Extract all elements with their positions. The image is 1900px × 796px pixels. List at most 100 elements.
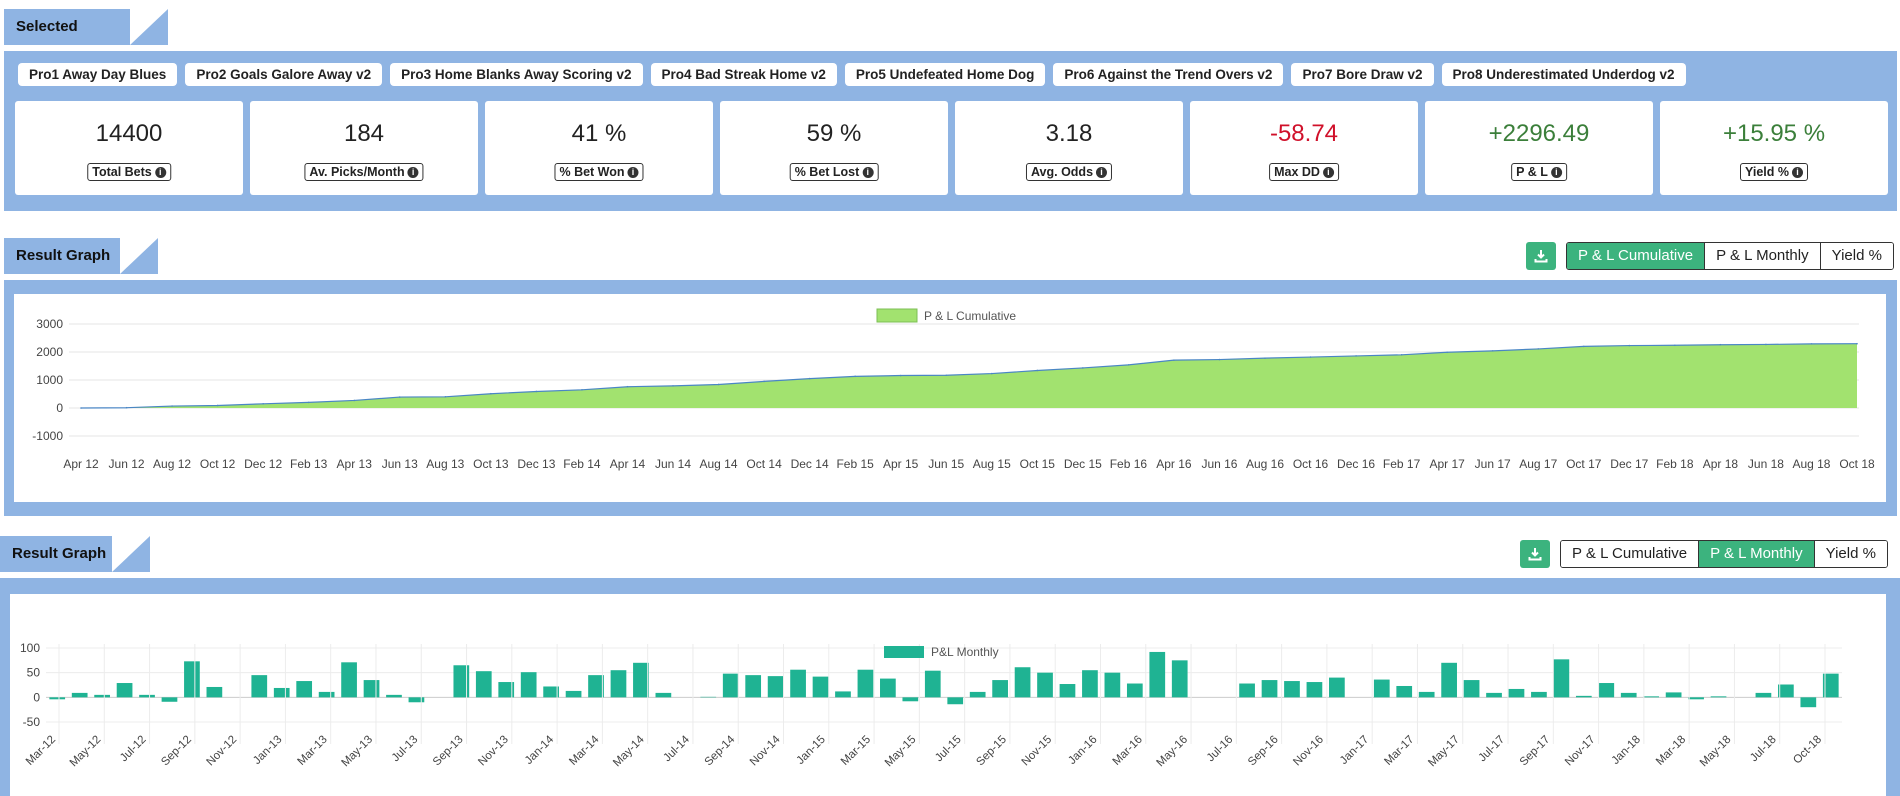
- data-point: [1765, 343, 1767, 346]
- y-tick-label: 1000: [36, 373, 63, 387]
- x-tick-label: May-13: [339, 734, 375, 770]
- y-tick-label: 2000: [36, 345, 63, 359]
- bar: [1620, 692, 1637, 698]
- stat-label[interactable]: % Bet Won i: [554, 163, 644, 181]
- graph1-title: Result Graph: [16, 247, 111, 264]
- info-circle-icon[interactable]: i: [1096, 166, 1108, 178]
- mode-button-pl-monthly[interactable]: P & L Monthly: [1699, 541, 1815, 567]
- graph2-header: Result Graph: [0, 536, 150, 572]
- download-button[interactable]: [1520, 540, 1550, 568]
- data-point: [1674, 344, 1676, 347]
- bar: [1575, 695, 1592, 698]
- info-circle-icon[interactable]: i: [154, 166, 166, 178]
- x-tick-label: Dec 15: [1064, 457, 1102, 471]
- stat-value: +2296.49: [1488, 120, 1590, 147]
- data-point: [581, 389, 583, 391]
- stats-row: 14400 Total Bets i 184 Av. Picks/Month i 4…: [15, 101, 1888, 195]
- strategy-chip[interactable]: Pro8 Underestimated Underdog v2: [1441, 63, 1686, 86]
- bar: [1598, 683, 1615, 698]
- info-circle-icon[interactable]: i: [1322, 166, 1334, 178]
- strategy-chip[interactable]: Pro6 Against the Trend Overs v2: [1053, 63, 1284, 86]
- mode-button-pl-monthly[interactable]: P & L Monthly: [1705, 243, 1821, 269]
- info-circle-icon[interactable]: i: [862, 166, 874, 178]
- bar: [273, 687, 290, 698]
- stat-label[interactable]: % Bet Lost i: [789, 163, 879, 181]
- data-point: [672, 385, 674, 387]
- strategy-chip[interactable]: Pro5 Undefeated Home Dog: [844, 63, 1046, 86]
- y-tick-label: 0: [56, 401, 63, 415]
- x-tick-label: Oct 12: [200, 457, 236, 471]
- strategy-chip[interactable]: Pro7 Bore Draw v2: [1291, 63, 1434, 86]
- stat-label[interactable]: Total Bets i: [87, 163, 171, 181]
- bar: [1014, 667, 1031, 698]
- strategies-panel: Pro1 Away Day Blues Pro2 Goals Galore Aw…: [4, 51, 1897, 211]
- bar: [341, 662, 357, 698]
- legend-label: P&L Monthly: [931, 645, 999, 659]
- mode-button-yield[interactable]: Yield %: [1814, 541, 1887, 567]
- mode-button-pl-cumulative[interactable]: P & L Cumulative: [1567, 243, 1706, 269]
- strategy-chip-list: Pro1 Away Day Blues Pro2 Goals Galore Aw…: [18, 63, 1686, 86]
- data-point: [444, 396, 447, 398]
- strategy-chip[interactable]: Pro1 Away Day Blues: [18, 63, 178, 86]
- x-tick-label: Dec 16: [1337, 457, 1375, 471]
- stat-label-text: P & L: [1516, 165, 1548, 179]
- x-tick-label: Nov-15: [1020, 734, 1055, 769]
- stat-label[interactable]: Yield % i: [1740, 163, 1808, 181]
- x-tick-label: Oct 18: [1839, 457, 1875, 471]
- x-tick-label: Nov-12: [205, 734, 240, 769]
- data-point: [854, 375, 856, 378]
- x-tick-label: Aug 13: [426, 457, 464, 471]
- mode-button-yield[interactable]: Yield %: [1820, 243, 1893, 269]
- bar: [1755, 692, 1772, 698]
- x-tick-label: Oct 13: [473, 457, 509, 471]
- stat-card-bet-lost: 59 % % Bet Lost i: [720, 101, 948, 195]
- chart-canvas: -1000 0 1000 2000 3000 Apr 12 Jun 12 Aug 12 Oct …: [14, 294, 1886, 502]
- x-tick-label: Jan-17: [1338, 734, 1371, 767]
- x-tick-label: Nov-13: [476, 734, 511, 769]
- strategies-header: Selected Strategies:: [4, 9, 168, 71]
- data-point: [1036, 369, 1039, 372]
- x-tick-label: Dec 13: [517, 457, 555, 471]
- x-tick-label: Jun 16: [1201, 457, 1237, 471]
- stat-label[interactable]: Max DD i: [1269, 163, 1339, 181]
- info-circle-icon[interactable]: i: [1550, 166, 1562, 178]
- data-point: [216, 404, 219, 407]
- bar: [1822, 673, 1839, 698]
- strategy-chip[interactable]: Pro4 Bad Streak Home v2: [650, 63, 837, 86]
- x-tick-label: Jun 18: [1748, 457, 1784, 471]
- x-tick-label: May-18: [1698, 734, 1734, 770]
- data-point: [1537, 348, 1540, 350]
- x-tick-label: Jul-16: [1205, 734, 1236, 765]
- x-tick-label: Jan-15: [795, 734, 828, 767]
- download-icon: [1534, 250, 1548, 263]
- stat-card-max-dd: -58.74 Max DD i: [1190, 101, 1418, 195]
- bar: [1688, 697, 1704, 700]
- x-tick-label: Feb 13: [290, 457, 328, 471]
- info-circle-icon[interactable]: i: [1792, 166, 1803, 178]
- data-point: [1355, 355, 1357, 357]
- bar: [139, 694, 155, 698]
- bar: [408, 697, 425, 703]
- data-point: [1309, 356, 1312, 358]
- info-circle-icon[interactable]: i: [407, 166, 419, 178]
- x-tick-label: Dec 14: [791, 457, 829, 471]
- bar: [767, 676, 784, 698]
- x-tick-label: Feb 14: [563, 457, 601, 471]
- x-tick-label: Jun 14: [655, 457, 691, 471]
- stat-label[interactable]: Avg. Odds i: [1025, 163, 1113, 181]
- info-circle-icon[interactable]: i: [627, 166, 639, 178]
- x-tick-label: Nov-14: [748, 733, 783, 768]
- strategy-chip[interactable]: Pro3 Home Blanks Away Scoring v2: [390, 63, 643, 86]
- mode-button-pl-cumulative[interactable]: P & L Cumulative: [1561, 541, 1700, 567]
- bar: [184, 661, 200, 698]
- bar: [610, 670, 627, 698]
- x-tick-label: Feb 18: [1656, 457, 1694, 471]
- stat-label[interactable]: Av. Picks/Month i: [304, 163, 424, 181]
- download-button[interactable]: [1526, 242, 1556, 270]
- x-tick-label: Jul-17: [1477, 734, 1508, 765]
- strategy-chip[interactable]: Pro2 Goals Galore Away v2: [185, 63, 383, 86]
- data-point: [125, 406, 128, 409]
- bar: [520, 672, 537, 698]
- y-tick-label: 100: [20, 641, 40, 655]
